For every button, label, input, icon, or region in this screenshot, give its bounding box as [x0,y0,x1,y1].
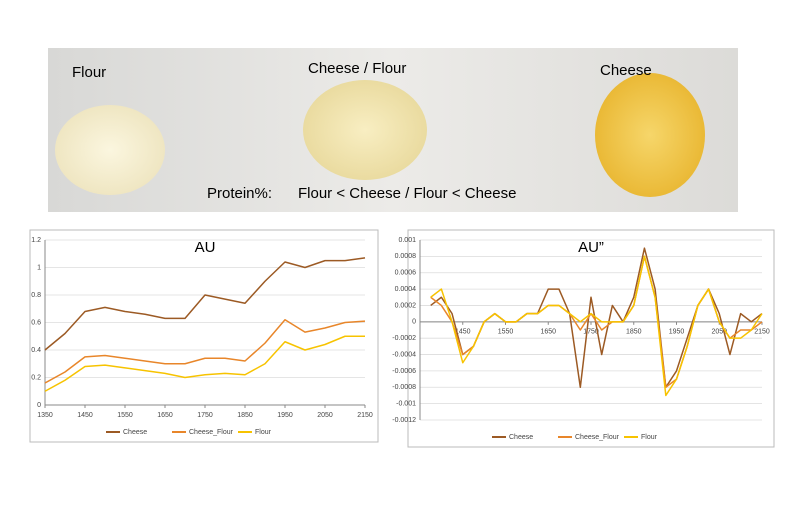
x-tick-label: 1750 [583,329,599,336]
x-tick-label: 1950 [277,412,293,419]
y-tick-label: -0.0002 [392,335,416,342]
x-tick-label: 1650 [540,329,556,336]
y-tick-label: 1 [37,264,41,271]
x-tick-label: 1850 [626,329,642,336]
y-tick-label: 0 [37,402,41,409]
y-tick-label: -0.0006 [392,368,416,375]
data-line [430,255,763,397]
y-tick-label: 0.001 [398,237,416,244]
data-line [44,319,366,384]
legend-label: Flour [255,429,272,436]
y-tick-label: 1.2 [31,237,41,244]
y-tick-label: -0.0012 [392,417,416,424]
caption-text: Flour < Cheese / Flour < Cheese [298,185,516,202]
x-tick-label: 1850 [237,412,253,419]
y-tick-label: 0.4 [31,347,41,354]
legend-label: Cheese_Flour [575,434,620,441]
legend-label: Cheese_Flour [189,429,234,436]
photo-label: Cheese / Flour [308,60,406,77]
flour-pile [55,105,165,195]
y-tick-label: 0.6 [31,319,41,326]
y-tick-label: -0.0004 [392,351,416,358]
x-tick-label: 1350 [37,412,53,419]
y-tick-label: 0.0006 [395,270,417,277]
y-tick-label: 0.0002 [395,302,417,309]
chart: AU 0 0.2 0.4 0.6 0.8 1 1.2 1350 1450 1550 1650 1750 1… [29,229,379,443]
y-tick-label: 0.0004 [395,286,417,293]
x-tick-label: 1650 [157,412,173,419]
data-line [44,335,365,392]
x-tick-label: 1450 [77,412,93,419]
caption-label: Protein%: [207,185,272,202]
mix-pile [303,80,427,180]
x-tick-label: 2150 [357,412,373,419]
x-tick-label: 1950 [669,329,685,336]
x-tick-label: 1750 [197,412,213,419]
chart-frame [29,229,379,443]
legend-label: Cheese [123,429,147,436]
x-tick-label: 2050 [711,329,727,336]
cheese-pile [595,73,705,197]
data-line [44,257,366,351]
photo-label: Flour [72,64,106,81]
legend-label: Flour [641,434,658,441]
chart-title: AU” [578,239,604,256]
x-tick-label: 1450 [455,329,471,336]
x-tick-label: 1550 [498,329,514,336]
chart: AU” -0.0012 -0.001 -0.0008 -0.0006 -0.0004 -0.… [392,229,775,448]
y-tick-label: 0.2 [31,374,41,381]
y-tick-label: 0.0008 [395,253,417,260]
x-tick-label: 2150 [754,329,770,336]
y-tick-label: -0.001 [396,400,416,407]
legend-label: Cheese [509,434,533,441]
chart-title: AU [195,239,216,256]
photo: Flour Cheese / Flour Cheese Protein%: Fl… [48,48,738,212]
y-tick-label: 0.8 [31,292,41,299]
photo-label: Cheese [600,62,652,79]
x-tick-label: 2050 [317,412,333,419]
x-tick-label: 1550 [117,412,133,419]
y-tick-label: 0 [412,319,416,326]
y-tick-label: -0.0008 [392,384,416,391]
